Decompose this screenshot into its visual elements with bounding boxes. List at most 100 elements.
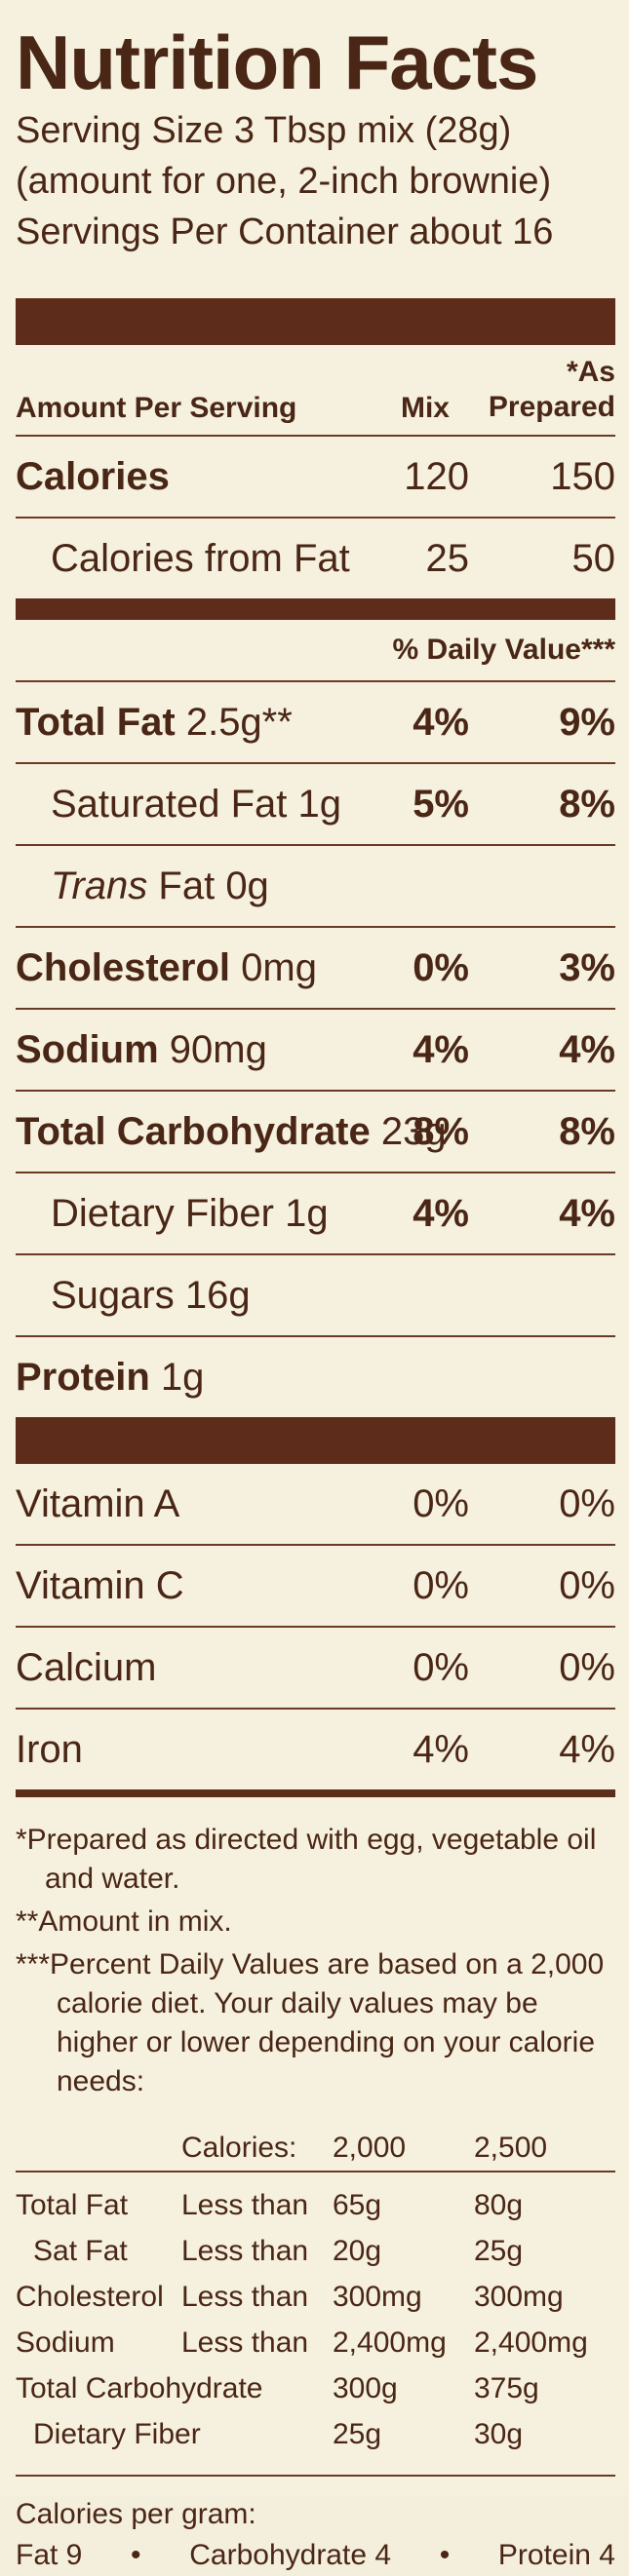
vitamin-row: Iron 4% 4% <box>16 1710 615 1789</box>
nutrient-prepared-dv: 8% <box>559 1110 615 1153</box>
nutrient-amount: 2.5g** <box>185 701 293 744</box>
dv-cell: 25g <box>333 2417 382 2450</box>
nutrient-mix-dv: 4% <box>413 701 469 744</box>
vitamin-row: Calcium 0% 0% <box>16 1628 615 1708</box>
nutrient-mix-dv: 0% <box>413 946 469 989</box>
dv-cell: Less than <box>181 2188 309 2221</box>
protein-per-gram: Protein 4 <box>497 2539 615 2571</box>
dv-cell: 80g <box>474 2188 524 2221</box>
nutrient-row: Total Fat 2.5g** 4% 9% <box>16 682 615 762</box>
daily-value-header: % Daily Value*** <box>392 634 615 666</box>
vitamin-name: Vitamin A <box>16 1482 180 1525</box>
nutrient-amount: Fat 0g <box>158 865 269 907</box>
calories-fat-label: Calories from Fat <box>51 537 350 580</box>
nutrient-name: Sugars <box>51 1274 175 1317</box>
nutrition-label: Nutrition Facts Serving Size 3 Tbsp mix … <box>16 19 615 2571</box>
dv-table-row: Total Carbohydrate 300g 375g <box>16 2365 615 2411</box>
thick-divider <box>16 1417 615 1464</box>
nutrient-name: Saturated Fat <box>51 783 288 826</box>
dv-cell: Sodium <box>16 2326 115 2359</box>
calories-per-gram-values: Fat 9 • Carbohydrate 4 • Protein 4 <box>16 2535 615 2576</box>
nutrient-name: Dietary Fiber <box>51 1192 274 1235</box>
vitamin-prepared: 0% <box>559 1564 615 1607</box>
dv-cell: 2,400mg <box>333 2326 447 2359</box>
dv-header-cell: 2,000 <box>333 2131 407 2164</box>
nutrient-row: Sugars 16g <box>16 1255 615 1335</box>
nutrient-prepared-dv: 4% <box>559 1192 615 1235</box>
dv-cell: 375g <box>474 2371 539 2404</box>
vitamin-list: Vitamin A 0% 0% Vitamin C 0% 0% Calcium … <box>16 1464 615 1789</box>
nutrient-mix-dv: 4% <box>413 1028 469 1071</box>
vitamin-prepared: 4% <box>559 1728 615 1771</box>
dv-table-row: Total Fat Less than 65g 80g <box>16 2182 615 2228</box>
bullet-icon: • <box>439 2539 451 2571</box>
amount-per-serving-label: Amount Per Serving <box>16 392 297 424</box>
nutrient-row: Total Carbohydrate 23g 8% 8% <box>16 1092 615 1172</box>
nutrient-amount: 1g <box>285 1192 329 1235</box>
dv-cell: 65g <box>333 2188 382 2221</box>
nutrient-row: Protein 1g <box>16 1337 615 1417</box>
thin-divider <box>16 1789 615 1797</box>
nutrient-prepared-dv: 8% <box>559 783 615 826</box>
footnote-daily-values: ***Percent Daily Values are based on a 2… <box>16 1948 605 2097</box>
dv-table-row: Cholesterol Less than 300mg 300mg <box>16 2274 615 2320</box>
dv-header-cell <box>16 2125 181 2172</box>
dv-cell: Total Carbohydrate <box>16 2371 263 2404</box>
vitamin-row: Vitamin A 0% 0% <box>16 1464 615 1544</box>
dv-header-cell: Calories: <box>181 2131 297 2164</box>
vitamin-mix: 0% <box>413 1646 469 1689</box>
dv-table-row: Sodium Less than 2,400mg 2,400mg <box>16 2320 615 2365</box>
footnote-prepared: *Prepared as directed with egg, vegetabl… <box>16 1824 597 1895</box>
calories-per-gram-label: Calories per gram: <box>16 2498 256 2530</box>
nutrient-name: Protein <box>16 1356 150 1399</box>
calories-mix: 120 <box>404 455 469 498</box>
dv-table-header: Calories: 2,000 2,500 <box>16 2125 615 2172</box>
nutrient-prepared-dv: 3% <box>559 946 615 989</box>
vitamin-mix: 0% <box>413 1564 469 1607</box>
nutrient-row: Dietary Fiber 1g 4% 4% <box>16 1173 615 1253</box>
dv-cell: Sat Fat <box>33 2234 128 2267</box>
thick-divider <box>16 298 615 345</box>
daily-value-table: Calories: 2,000 2,500 Total Fat Less tha… <box>16 2125 615 2457</box>
dv-cell: Less than <box>181 2326 309 2359</box>
nutrient-row: Saturated Fat 1g 5% 8% <box>16 764 615 844</box>
calories-fat-row: Calories from Fat 25 50 <box>16 519 615 598</box>
bullet-icon: • <box>131 2539 141 2571</box>
calories-row: Calories 120 150 <box>16 437 615 517</box>
calories-per-gram: Calories per gram: Fat 9 • Carbohydrate … <box>16 2475 615 2576</box>
nutrient-mix-dv: 5% <box>413 783 469 826</box>
calories-fat-mix: 25 <box>425 537 470 580</box>
nutrient-name: Trans <box>51 865 148 907</box>
vitamin-row: Vitamin C 0% 0% <box>16 1546 615 1626</box>
dv-cell: 30g <box>474 2417 524 2450</box>
nutrient-prepared-dv: 4% <box>559 1028 615 1071</box>
rule <box>16 517 615 519</box>
nutrient-amount: 90mg <box>169 1028 267 1071</box>
nutrient-name: Sodium <box>16 1028 159 1071</box>
nutrient-row: Sodium 90mg 4% 4% <box>16 1010 615 1090</box>
calories-label: Calories <box>16 455 170 498</box>
mix-column-label: Mix <box>400 392 450 424</box>
vitamin-prepared: 0% <box>559 1482 615 1525</box>
vitamin-mix: 0% <box>413 1482 469 1525</box>
calories-fat-prepared: 50 <box>571 537 616 580</box>
medium-divider <box>16 598 615 620</box>
nutrient-amount: 0mg <box>241 946 317 989</box>
vitamin-name: Iron <box>16 1728 83 1771</box>
prepared-column-label: *As Prepared <box>489 355 615 425</box>
dv-cell: 25g <box>474 2234 524 2267</box>
footnote-mix: **Amount in mix. <box>16 1905 232 1938</box>
serving-size: Serving Size 3 Tbsp mix (28g) <box>16 110 512 151</box>
nutrient-amount: 1g <box>160 1356 205 1399</box>
dv-cell: Cholesterol <box>16 2280 164 2313</box>
as-label: *As <box>566 356 615 388</box>
nutrient-amount: 16g <box>184 1274 251 1317</box>
prepared-label: Prepared <box>488 391 615 423</box>
nutrient-row: Cholesterol 0mg 0% 3% <box>16 928 615 1008</box>
vitamin-prepared: 0% <box>559 1646 615 1689</box>
servings-per-container: Servings Per Container about 16 <box>16 211 554 252</box>
fat-per-gram: Fat 9 <box>16 2539 83 2571</box>
nutrient-amount: 23g <box>380 1110 447 1153</box>
dv-cell: Less than <box>181 2280 309 2313</box>
vitamin-mix: 4% <box>413 1728 469 1771</box>
